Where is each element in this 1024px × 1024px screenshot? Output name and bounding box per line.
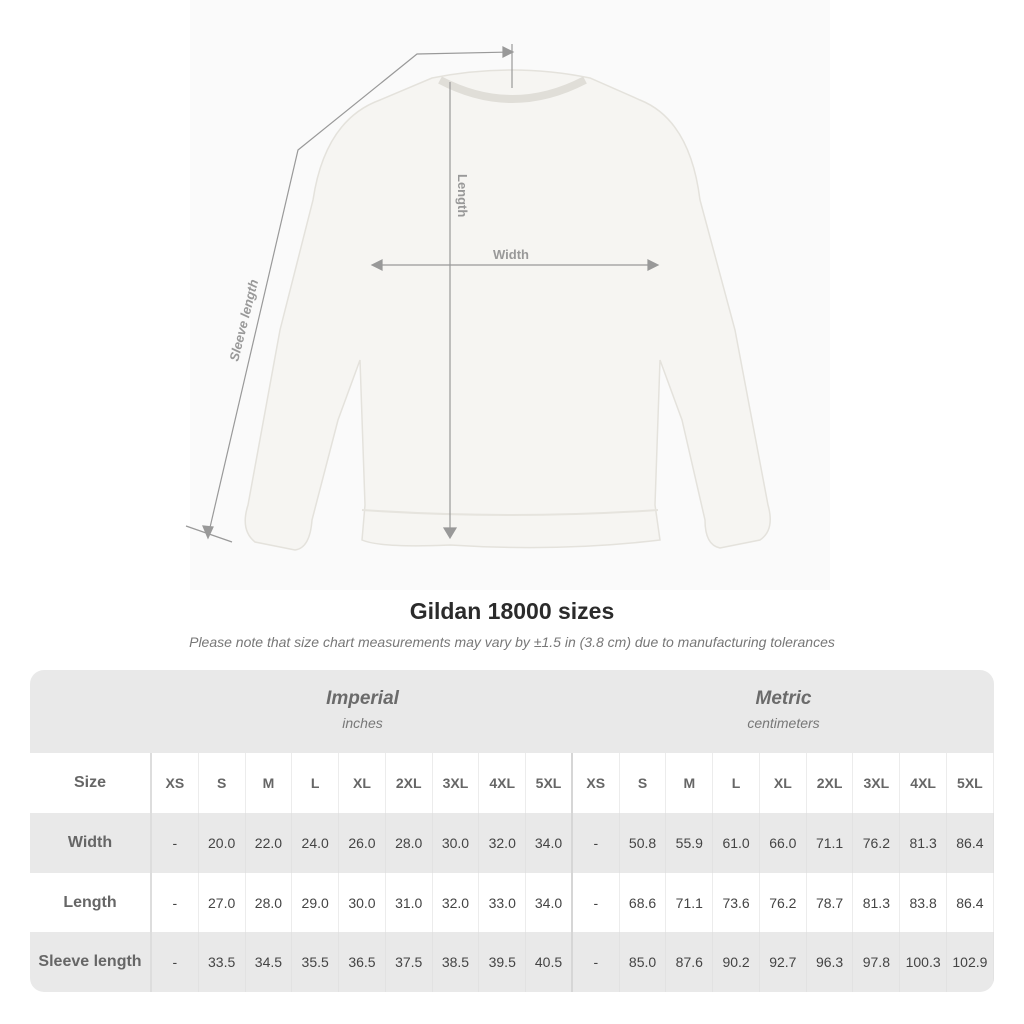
metric-unit: centimeters: [747, 715, 820, 731]
table-cell: 38.5: [433, 932, 480, 992]
table-cell: M: [666, 753, 714, 813]
table-cell: 34.5: [246, 932, 293, 992]
table-cell: 32.0: [479, 813, 527, 873]
sweatshirt-illustration: Length Width Sleeve length: [185, 44, 771, 551]
table-cell: 71.1: [807, 813, 854, 873]
table-cell: XS: [573, 753, 620, 813]
imperial-title: Imperial: [326, 688, 399, 709]
table-cell: 2XL: [807, 753, 854, 813]
table-row: Length -27.0 28.0 29.0 30.0 31.0 32.0 33.0 34.0-…: [30, 873, 994, 932]
table-cell: 85.0: [620, 932, 667, 992]
table-cell: 81.3: [900, 813, 948, 873]
collar: [438, 76, 587, 103]
size-table: Imperial inches Metric centimeters Size …: [30, 670, 994, 992]
table-cell: 96.3: [807, 932, 854, 992]
waistband: [361, 509, 659, 516]
table-cell: 55.9: [666, 813, 714, 873]
table-cell: 28.0: [246, 873, 293, 932]
table-cell: 86.4: [947, 873, 994, 932]
table-cell: 73.6: [713, 873, 760, 932]
table-cell: 86.4: [947, 813, 994, 873]
measurement-lines: [185, 44, 660, 543]
table-cell: 87.6: [666, 932, 714, 992]
table-cell: 33.5: [199, 932, 246, 992]
table-cell: 2XL: [386, 753, 433, 813]
table-cell: 33.0: [479, 873, 527, 932]
table-row: Width -20.0 22.0 24.0 26.0 28.0 30.0 32.0 34.0-5…: [30, 813, 994, 873]
table-cell: 40.5: [526, 932, 573, 992]
size-label: Size: [30, 753, 152, 813]
table-cell: 4XL: [900, 753, 948, 813]
table-cell: 61.0: [713, 813, 760, 873]
table-cell: 78.7: [807, 873, 854, 932]
table-cell: 37.5: [386, 932, 433, 992]
table-cell: -: [573, 873, 620, 932]
table-cell: M: [246, 753, 293, 813]
table-cell: 34.0: [526, 873, 573, 932]
table-cell: 3XL: [853, 753, 901, 813]
table-cell: 97.8: [853, 932, 901, 992]
row-label: Length: [30, 873, 152, 932]
table-cell: 22.0: [246, 813, 293, 873]
table-cell: 36.5: [339, 932, 386, 992]
sweatshirt-shape: [244, 69, 771, 551]
width-label: Width: [493, 247, 529, 262]
size-header-row: Size XS S M L XL 2XL 3XL 4XL 5XL XS S M L XL 2XL 3XL 4XL…: [30, 753, 994, 813]
table-cell: 27.0: [199, 873, 246, 932]
table-cell: -: [573, 813, 620, 873]
page-title: Gildan 18000 sizes: [409, 598, 615, 624]
table-cell: 5XL: [526, 753, 573, 813]
table-cell: 81.3: [853, 873, 901, 932]
table-cell: 30.0: [433, 813, 480, 873]
row-label: Width: [30, 813, 152, 873]
table-cell: 90.2: [713, 932, 760, 992]
table-row: Sleeve length -33.5 34.5 35.5 36.5 37.5 38.5 39…: [30, 932, 994, 992]
table-cell: 4XL: [479, 753, 527, 813]
table-cell: 20.0: [199, 813, 246, 873]
imperial-unit: inches: [342, 715, 383, 731]
table-cell: 32.0: [433, 873, 480, 932]
table-cell: -: [152, 873, 199, 932]
table-cell: 39.5: [479, 932, 527, 992]
table-cell: S: [620, 753, 667, 813]
table-cell: 35.5: [292, 932, 340, 992]
table-cell: 34.0: [526, 813, 573, 873]
table-cell: 5XL: [947, 753, 994, 813]
table-cell: 30.0: [339, 873, 386, 932]
table-cell: 24.0: [292, 813, 340, 873]
table-cell: 83.8: [900, 873, 948, 932]
table-cell: XL: [339, 753, 386, 813]
metric-header: Metric centimeters: [573, 670, 994, 753]
table-cell: XL: [760, 753, 807, 813]
table-cell: -: [152, 813, 199, 873]
table-cell: 76.2: [853, 813, 901, 873]
table-cell: 31.0: [386, 873, 433, 932]
table-cell: 26.0: [339, 813, 386, 873]
row-label: Sleeve length: [30, 932, 152, 992]
table-cell: XS: [152, 753, 199, 813]
table-cell: 28.0: [386, 813, 433, 873]
table-cell: -: [152, 932, 199, 992]
table-cell: 102.9: [947, 932, 994, 992]
table-cell: L: [292, 753, 340, 813]
table-cell: 71.1: [666, 873, 714, 932]
table-cell: 66.0: [760, 813, 807, 873]
table-cell: 68.6: [620, 873, 667, 932]
metric-title: Metric: [755, 688, 812, 709]
table-cell: 50.8: [620, 813, 667, 873]
table-cell: 29.0: [292, 873, 340, 932]
imperial-header: Imperial inches: [152, 670, 573, 753]
table-cell: L: [713, 753, 760, 813]
table-cell: 92.7: [760, 932, 807, 992]
table-cell: 3XL: [433, 753, 480, 813]
table-cell: -: [573, 932, 620, 992]
table-cell: 76.2: [760, 873, 807, 932]
tolerance-note: Please note that size chart measurements…: [189, 634, 835, 650]
table-cell: 100.3: [900, 932, 948, 992]
length-label: Length: [455, 174, 470, 217]
table-cell: S: [199, 753, 246, 813]
